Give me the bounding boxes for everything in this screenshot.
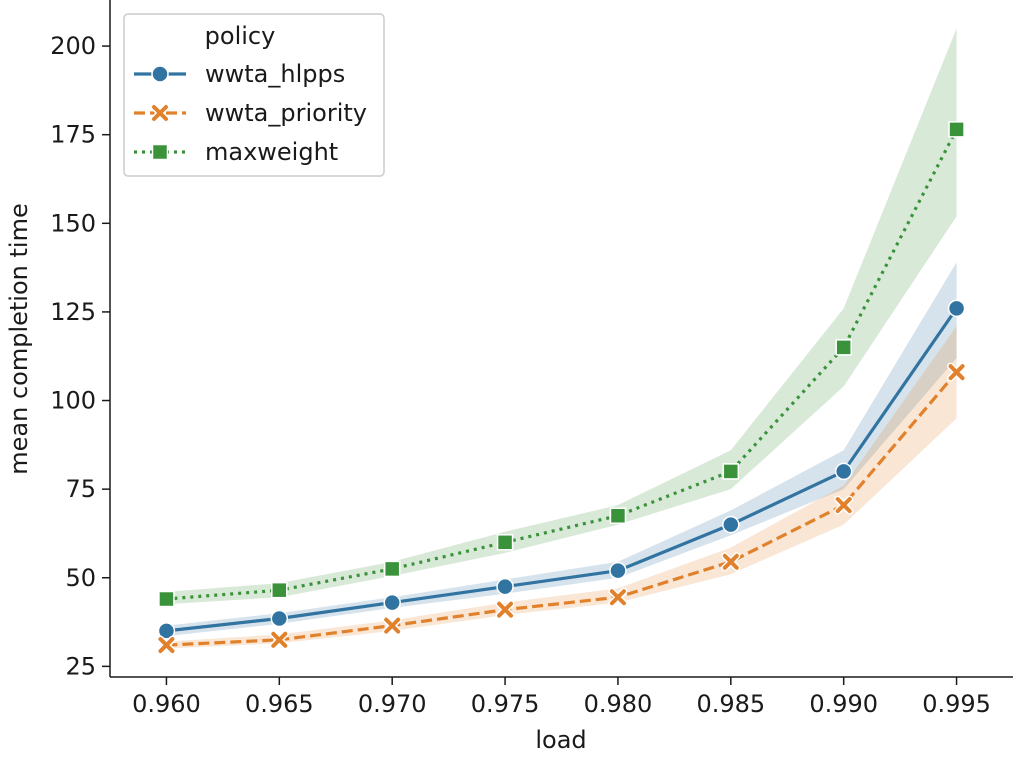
ci-band-maxweight: [166, 28, 957, 605]
data-point-wwta_hlpps: [270, 609, 289, 628]
data-point-maxweight: [271, 581, 288, 599]
confidence-bands: [166, 28, 957, 649]
x-marker-stroke: [948, 364, 965, 381]
data-point-wwta_hlpps: [383, 593, 401, 612]
legend-marker-wwta_hlpps: [151, 65, 169, 83]
x-marker-stroke: [271, 631, 288, 648]
series-lines: [166, 128, 959, 647]
data-point-wwta_priority: [269, 630, 289, 650]
data-point-wwta_priority: [608, 587, 628, 607]
data-point-wwta_priority: [947, 362, 967, 382]
data-point-wwta_hlpps: [496, 577, 514, 596]
series-markers: [156, 121, 967, 655]
x-tick-label: 0.975: [471, 690, 540, 718]
y-tick-label: 50: [65, 564, 96, 592]
data-point-maxweight: [496, 534, 514, 551]
data-point-wwta_priority: [834, 495, 854, 515]
x-axis-label: load: [535, 726, 586, 754]
y-tick-label: 75: [65, 475, 96, 503]
x-tick-label: 0.960: [132, 690, 201, 718]
legend-title: policy: [205, 22, 276, 50]
legend-marker-wwta_priority: [150, 103, 170, 123]
data-point-wwta_priority: [495, 600, 515, 620]
axes: 25 50 75 100 125 150 175 200 0.960 0.965 0.970 0.97…: [50, 0, 1013, 718]
x-marker-stroke: [158, 637, 175, 654]
data-point-wwta_priority: [156, 635, 176, 655]
data-point-wwta_hlpps: [609, 561, 627, 580]
data-point-wwta_hlpps: [947, 299, 966, 318]
data-point-wwta_priority: [382, 616, 402, 636]
y-tick-label: 25: [65, 652, 96, 680]
data-point-maxweight: [722, 463, 740, 480]
legend-label-maxweight: maxweight: [205, 138, 338, 166]
data-point-wwta_hlpps: [834, 462, 853, 481]
y-tick-label: 150: [50, 209, 96, 237]
series-line-maxweight: [166, 128, 959, 601]
y-tick-label: 100: [50, 387, 96, 415]
legend-label-wwta_hlpps: wwta_hlpps: [205, 60, 345, 88]
data-point-wwta_hlpps: [157, 622, 176, 640]
x-marker-stroke: [722, 553, 739, 570]
x-marker-stroke: [384, 617, 401, 634]
x-tick-label: 0.980: [584, 690, 653, 718]
data-point-wwta_priority: [721, 552, 741, 572]
x-marker-stroke: [609, 589, 626, 606]
x-tick-label: 0.985: [696, 690, 765, 718]
legend-marker-maxweight: [151, 143, 169, 161]
data-point-wwta_hlpps: [722, 515, 740, 534]
y-tick-label: 175: [50, 121, 96, 149]
series-line-wwta_hlpps: [166, 307, 958, 633]
data-point-maxweight: [383, 560, 401, 578]
x-tick-label: 0.965: [245, 690, 314, 718]
y-axis-label: mean completion time: [5, 203, 33, 474]
legend-frame: [123, 13, 385, 177]
x-tick-label: 0.970: [358, 690, 427, 718]
series-line-wwta_priority: [166, 371, 958, 647]
data-point-maxweight: [948, 121, 965, 138]
legend: policy wwta_hlpps wwta_priority maxweight: [123, 13, 385, 177]
x-marker-stroke: [835, 497, 852, 514]
legend-label-wwta_priority: wwta_priority: [205, 99, 367, 127]
y-tick-label: 125: [50, 298, 96, 326]
data-point-maxweight: [835, 339, 852, 356]
data-point-maxweight: [609, 507, 627, 524]
x-marker-stroke: [497, 601, 514, 618]
y-tick-label: 200: [50, 32, 96, 60]
data-point-maxweight: [158, 590, 175, 608]
x-tick-label: 0.990: [809, 690, 878, 718]
x-tick-label: 0.995: [922, 690, 991, 718]
x-marker-stroke: [152, 105, 168, 121]
